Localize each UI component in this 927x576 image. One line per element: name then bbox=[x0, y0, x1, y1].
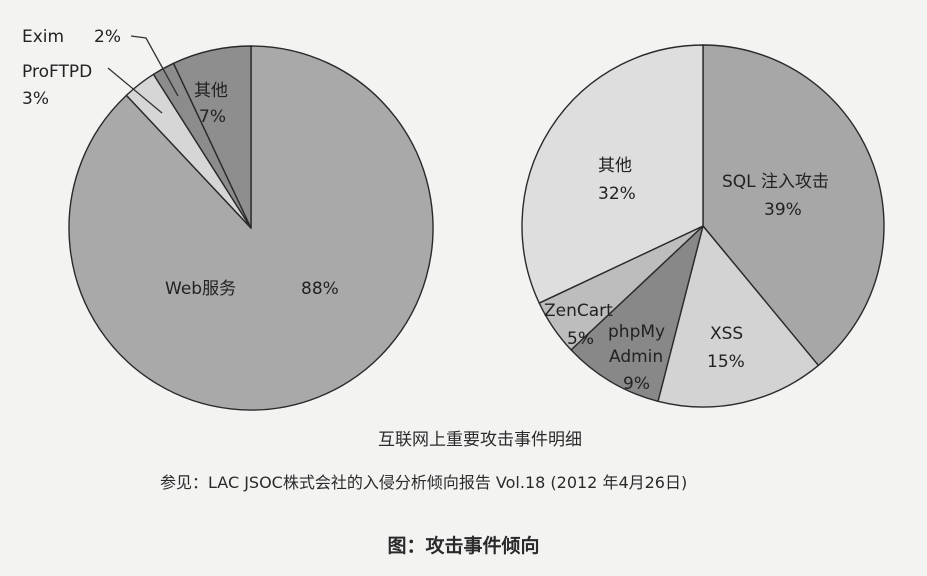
figure-caption: 图：攻击事件倾向 bbox=[0, 531, 927, 558]
label-sql-pct: 39% bbox=[764, 200, 802, 220]
pie-left bbox=[69, 46, 433, 410]
label-zen-pct: 5% bbox=[567, 329, 594, 349]
label-proftpd-pct: 3% bbox=[22, 89, 49, 109]
source-note: 参见：LAC JSOC株式会社的入侵分析倾向报告 Vol.18 (2012 年4… bbox=[160, 469, 687, 493]
label-php-line1: phpMy bbox=[608, 322, 665, 342]
label-zen-name: ZenCart bbox=[544, 301, 613, 321]
label-proftpd-name: ProFTPD bbox=[22, 62, 92, 82]
label-right-other-pct: 32% bbox=[598, 184, 636, 204]
label-left-other-pct: 7% bbox=[199, 107, 226, 127]
label-sql-name: SQL 注入攻击 bbox=[722, 172, 829, 192]
label-left-other-name: 其他 bbox=[194, 81, 228, 101]
label-right-other-name: 其他 bbox=[598, 156, 632, 176]
label-web-name: Web服务 bbox=[165, 279, 236, 299]
label-web-pct: 88% bbox=[301, 279, 339, 299]
chart-title: 互联网上重要攻击事件明细 bbox=[0, 425, 927, 450]
pie-right bbox=[522, 45, 884, 407]
label-php-line2: Admin bbox=[609, 347, 663, 367]
label-exim-name: Exim bbox=[22, 27, 64, 47]
label-php-pct: 9% bbox=[623, 374, 650, 394]
label-exim-pct: 2% bbox=[94, 27, 121, 47]
label-xss-pct: 15% bbox=[707, 352, 745, 372]
label-xss-name: XSS bbox=[710, 324, 743, 344]
